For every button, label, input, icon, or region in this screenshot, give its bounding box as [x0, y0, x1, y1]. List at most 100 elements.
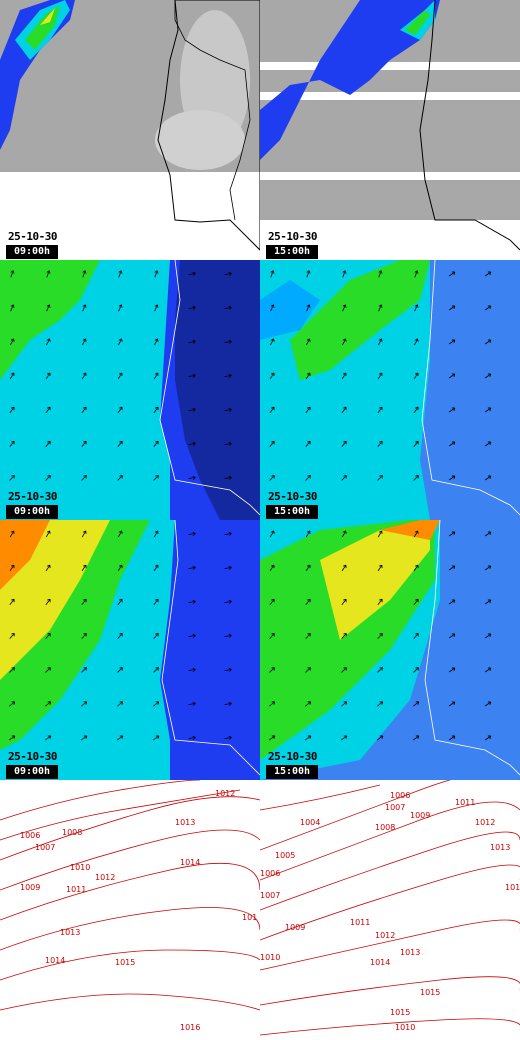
date-label: 25-10-30 — [8, 750, 57, 763]
wind-arrow-icon — [45, 440, 51, 447]
wind-arrow-icon — [224, 531, 232, 536]
precip-map-0900: 25-10-30 09:00h — [0, 0, 260, 260]
contour-label: 1014 — [45, 956, 65, 965]
wind-arrow-icon — [45, 564, 51, 572]
wind-arrow-icon — [305, 440, 311, 447]
wind-arrow-icon — [153, 475, 159, 481]
wind-arrow-icon — [305, 372, 311, 380]
wind-arrow-icon — [10, 338, 15, 346]
pressure-map-right-canvas — [260, 780, 520, 1036]
wind-arrow-icon — [117, 372, 123, 380]
wind-arrow-icon — [484, 735, 492, 741]
contour-label: 1012 — [475, 818, 495, 827]
wind-arrow-icon — [305, 564, 311, 572]
contour-label: 1013 — [490, 843, 510, 852]
wind-arrow-icon — [448, 599, 456, 605]
wind-arrow-icon — [45, 667, 51, 673]
wind-arrow-icon — [304, 735, 312, 741]
wind-map-a-1500-canvas — [260, 260, 520, 520]
wind-arrow-icon — [224, 339, 232, 344]
wind-arrow-icon — [153, 530, 159, 538]
wind-map-b-0900: 25-10-30 09:00h — [0, 520, 260, 780]
contour-label: 1005 — [275, 851, 295, 860]
wind-arrow-icon — [117, 633, 123, 639]
precip-map-1500-canvas — [260, 0, 520, 251]
wind-arrow-icon — [45, 475, 51, 481]
wind-arrow-icon — [269, 701, 276, 707]
wind-arrow-icon — [269, 406, 275, 414]
wind-arrow-icon — [413, 667, 419, 673]
contour-label: 1012 — [375, 931, 395, 940]
contour-label: 1007 — [35, 843, 55, 852]
wind-arrow-icon — [224, 475, 232, 480]
wind-arrow-icon — [9, 372, 15, 380]
contour-label: 1006 — [20, 831, 40, 840]
wind-arrow-icon — [341, 633, 347, 639]
contour-label: 1007 — [260, 891, 280, 900]
wind-arrow-icon — [154, 304, 159, 312]
wind-arrow-icon — [224, 305, 232, 310]
wind-arrow-icon — [46, 270, 51, 278]
wind-arrow-icon — [9, 406, 15, 414]
contour-label: 1012 — [95, 873, 115, 882]
contour-label: 1013 — [400, 948, 420, 957]
wind-arrow-icon — [82, 270, 87, 278]
wind-arrow-icon — [377, 701, 384, 707]
wind-arrow-icon — [224, 565, 232, 570]
precip-map-0900-canvas — [0, 0, 260, 251]
wind-arrow-icon — [81, 633, 87, 639]
wind-arrow-icon — [9, 530, 15, 538]
contour-label: 1011 — [455, 798, 475, 807]
wind-arrow-icon — [378, 270, 383, 278]
wind-arrow-icon — [188, 633, 196, 638]
wind-arrow-icon — [268, 735, 276, 741]
wind-arrow-icon — [341, 598, 347, 606]
wind-arrow-icon — [9, 440, 15, 447]
wind-map-a-0900-canvas — [0, 260, 260, 520]
wind-arrow-icon — [224, 441, 232, 446]
pressure-map-right: 1006 1007 1008 1009 1011 1012 1013 1004 … — [260, 780, 520, 1040]
wind-arrow-icon — [188, 305, 196, 310]
contour-label: 1009 — [285, 923, 305, 932]
wind-arrow-icon — [117, 406, 123, 414]
wind-arrow-icon — [484, 441, 492, 447]
wind-arrow-icon — [269, 475, 275, 481]
wind-arrow-icon — [305, 475, 311, 481]
wind-arrow-icon — [378, 304, 383, 312]
wind-arrow-icon — [484, 633, 492, 639]
wind-arrow-icon — [484, 407, 492, 413]
wind-arrow-icon — [188, 701, 196, 706]
wind-arrow-icon — [413, 633, 419, 639]
wind-arrow-icon — [45, 530, 51, 538]
wind-arrow-icon — [269, 667, 275, 673]
contour-label: 1004 — [300, 818, 320, 827]
wind-arrow-icon — [270, 338, 275, 346]
contour-label: 1006 — [260, 869, 280, 878]
wind-arrow-icon — [377, 475, 383, 481]
wind-arrow-icon — [413, 530, 419, 538]
wind-arrow-icon — [80, 735, 88, 741]
wind-arrow-icon — [188, 735, 196, 740]
wind-arrow-icon — [377, 440, 383, 447]
wind-arrow-icon — [414, 270, 419, 278]
wind-arrow-icon — [153, 701, 160, 707]
wind-arrow-icon — [341, 372, 347, 380]
wind-arrow-icon — [188, 565, 196, 570]
wind-arrow-icon — [413, 372, 419, 380]
wind-arrow-icon — [81, 440, 87, 447]
wind-arrow-icon — [413, 406, 419, 414]
wind-arrow-icon — [9, 701, 16, 707]
contour-label: 1013 — [175, 818, 195, 827]
wind-arrow-icon — [305, 701, 312, 707]
wind-arrow-icon — [484, 531, 492, 537]
wind-arrow-icon — [81, 564, 87, 572]
wind-arrow-icon — [377, 372, 383, 380]
pressure-map-left: 1012 1006 1007 1008 1013 1010 1014 1009 … — [0, 780, 260, 1040]
wind-arrow-icon — [341, 667, 347, 673]
wind-arrow-icon — [188, 271, 196, 276]
wind-arrow-icon — [118, 304, 123, 312]
wind-arrow-icon — [484, 565, 492, 571]
wind-arrow-icon — [117, 564, 123, 572]
wind-arrow-icon — [117, 701, 124, 707]
